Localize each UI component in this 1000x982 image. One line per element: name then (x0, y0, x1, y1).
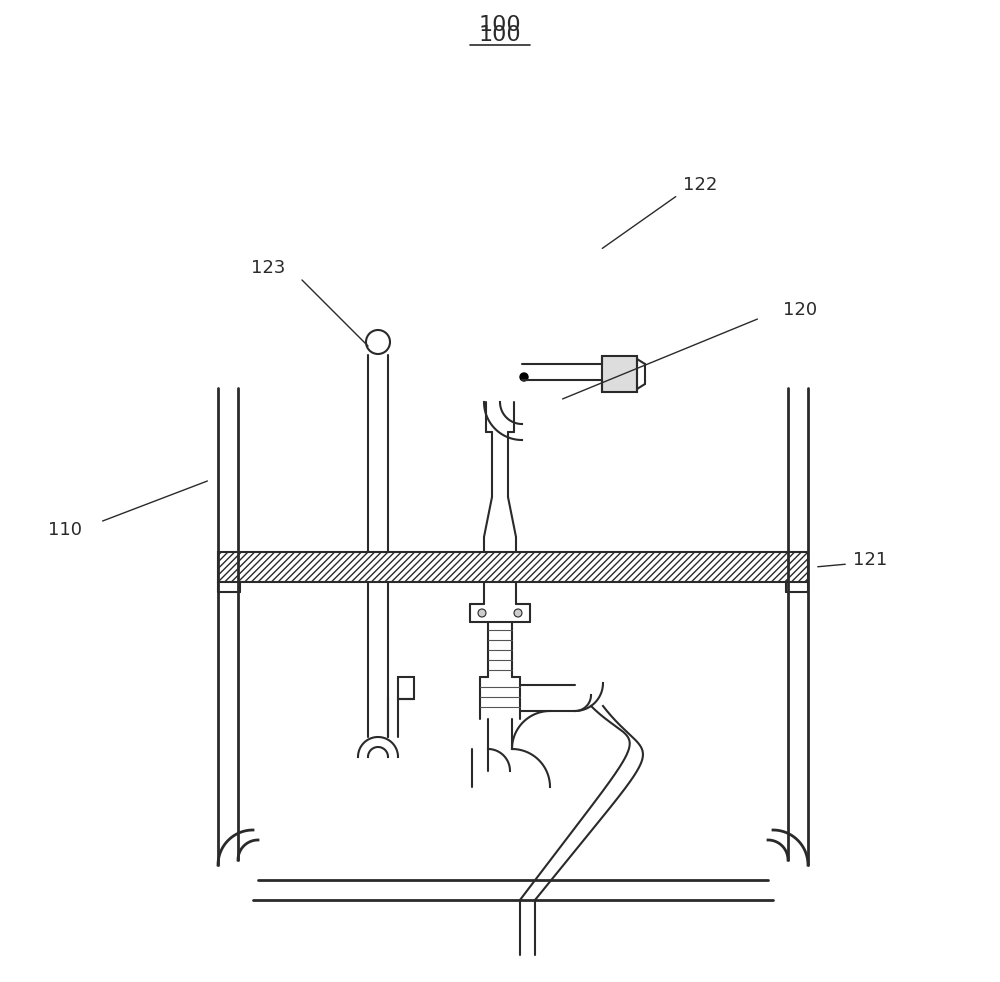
Text: 100: 100 (479, 15, 521, 35)
Bar (398, 677, 414, 699)
Text: 120: 120 (783, 301, 817, 319)
Text: 121: 121 (853, 551, 887, 569)
Text: 123: 123 (251, 259, 285, 277)
Circle shape (478, 609, 486, 617)
Circle shape (520, 373, 528, 381)
Bar (218, 552, 808, 582)
Bar (602, 356, 637, 392)
Text: 100: 100 (479, 25, 521, 45)
Text: 122: 122 (683, 176, 717, 194)
Circle shape (514, 609, 522, 617)
Text: 110: 110 (48, 521, 82, 539)
